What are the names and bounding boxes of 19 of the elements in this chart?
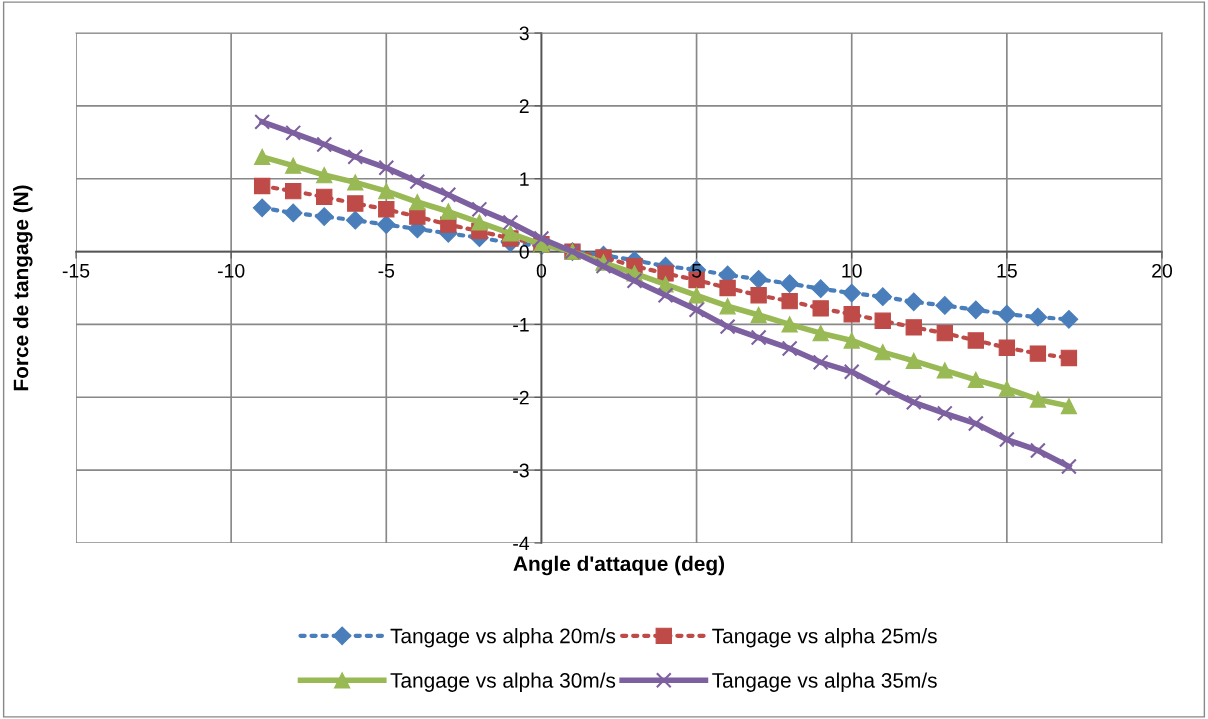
- legend-label: Tangage vs alpha 25m/s: [712, 628, 937, 648]
- y-axis-title: Force de tangage (N): [13, 185, 33, 391]
- x-tick-label: 20: [1152, 263, 1173, 278]
- x-tick-label: 10: [842, 263, 862, 278]
- legend-label: Tangage vs alpha 20m/s: [390, 628, 616, 648]
- x-tick-label: -5: [378, 264, 395, 278]
- y-tick-label: 3: [519, 26, 529, 41]
- y-tick-label: -4: [513, 536, 530, 551]
- y-tick-label: 1: [520, 172, 529, 186]
- x-tick-label: -10: [217, 263, 245, 278]
- y-tick-label: -3: [513, 463, 529, 478]
- y-tick-label: -2: [513, 390, 529, 405]
- y-tick-label: -1: [513, 318, 529, 332]
- y-tick-label: 2: [519, 99, 529, 113]
- legend-label: Tangage vs alpha 30m/s: [390, 672, 616, 692]
- x-tick-label: 15: [997, 264, 1017, 278]
- legend-label: Tangage vs alpha 35m/s: [712, 672, 937, 692]
- x-axis-title: Angle d'attaque (deg): [513, 555, 725, 576]
- x-tick-label: -15: [62, 264, 90, 278]
